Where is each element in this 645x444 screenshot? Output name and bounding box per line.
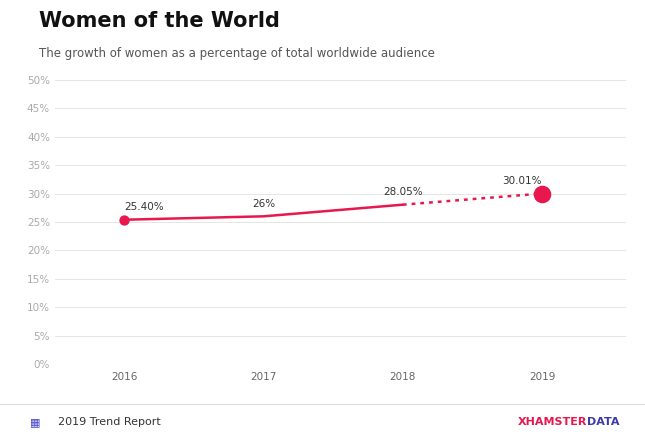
Text: ▦: ▦	[30, 417, 41, 427]
Text: 28.05%: 28.05%	[383, 187, 422, 197]
Text: XHAMSTER: XHAMSTER	[517, 417, 587, 427]
Text: The growth of women as a percentage of total worldwide audience: The growth of women as a percentage of t…	[39, 47, 435, 59]
Text: Women of the World: Women of the World	[39, 11, 279, 31]
Text: 30.01%: 30.01%	[502, 176, 542, 186]
Point	[537, 190, 547, 197]
Text: 25.40%: 25.40%	[124, 202, 164, 212]
Text: DATA: DATA	[587, 417, 619, 427]
Point	[119, 216, 130, 223]
Text: 26%: 26%	[252, 199, 275, 209]
Text: 2019 Trend Report: 2019 Trend Report	[58, 417, 161, 427]
